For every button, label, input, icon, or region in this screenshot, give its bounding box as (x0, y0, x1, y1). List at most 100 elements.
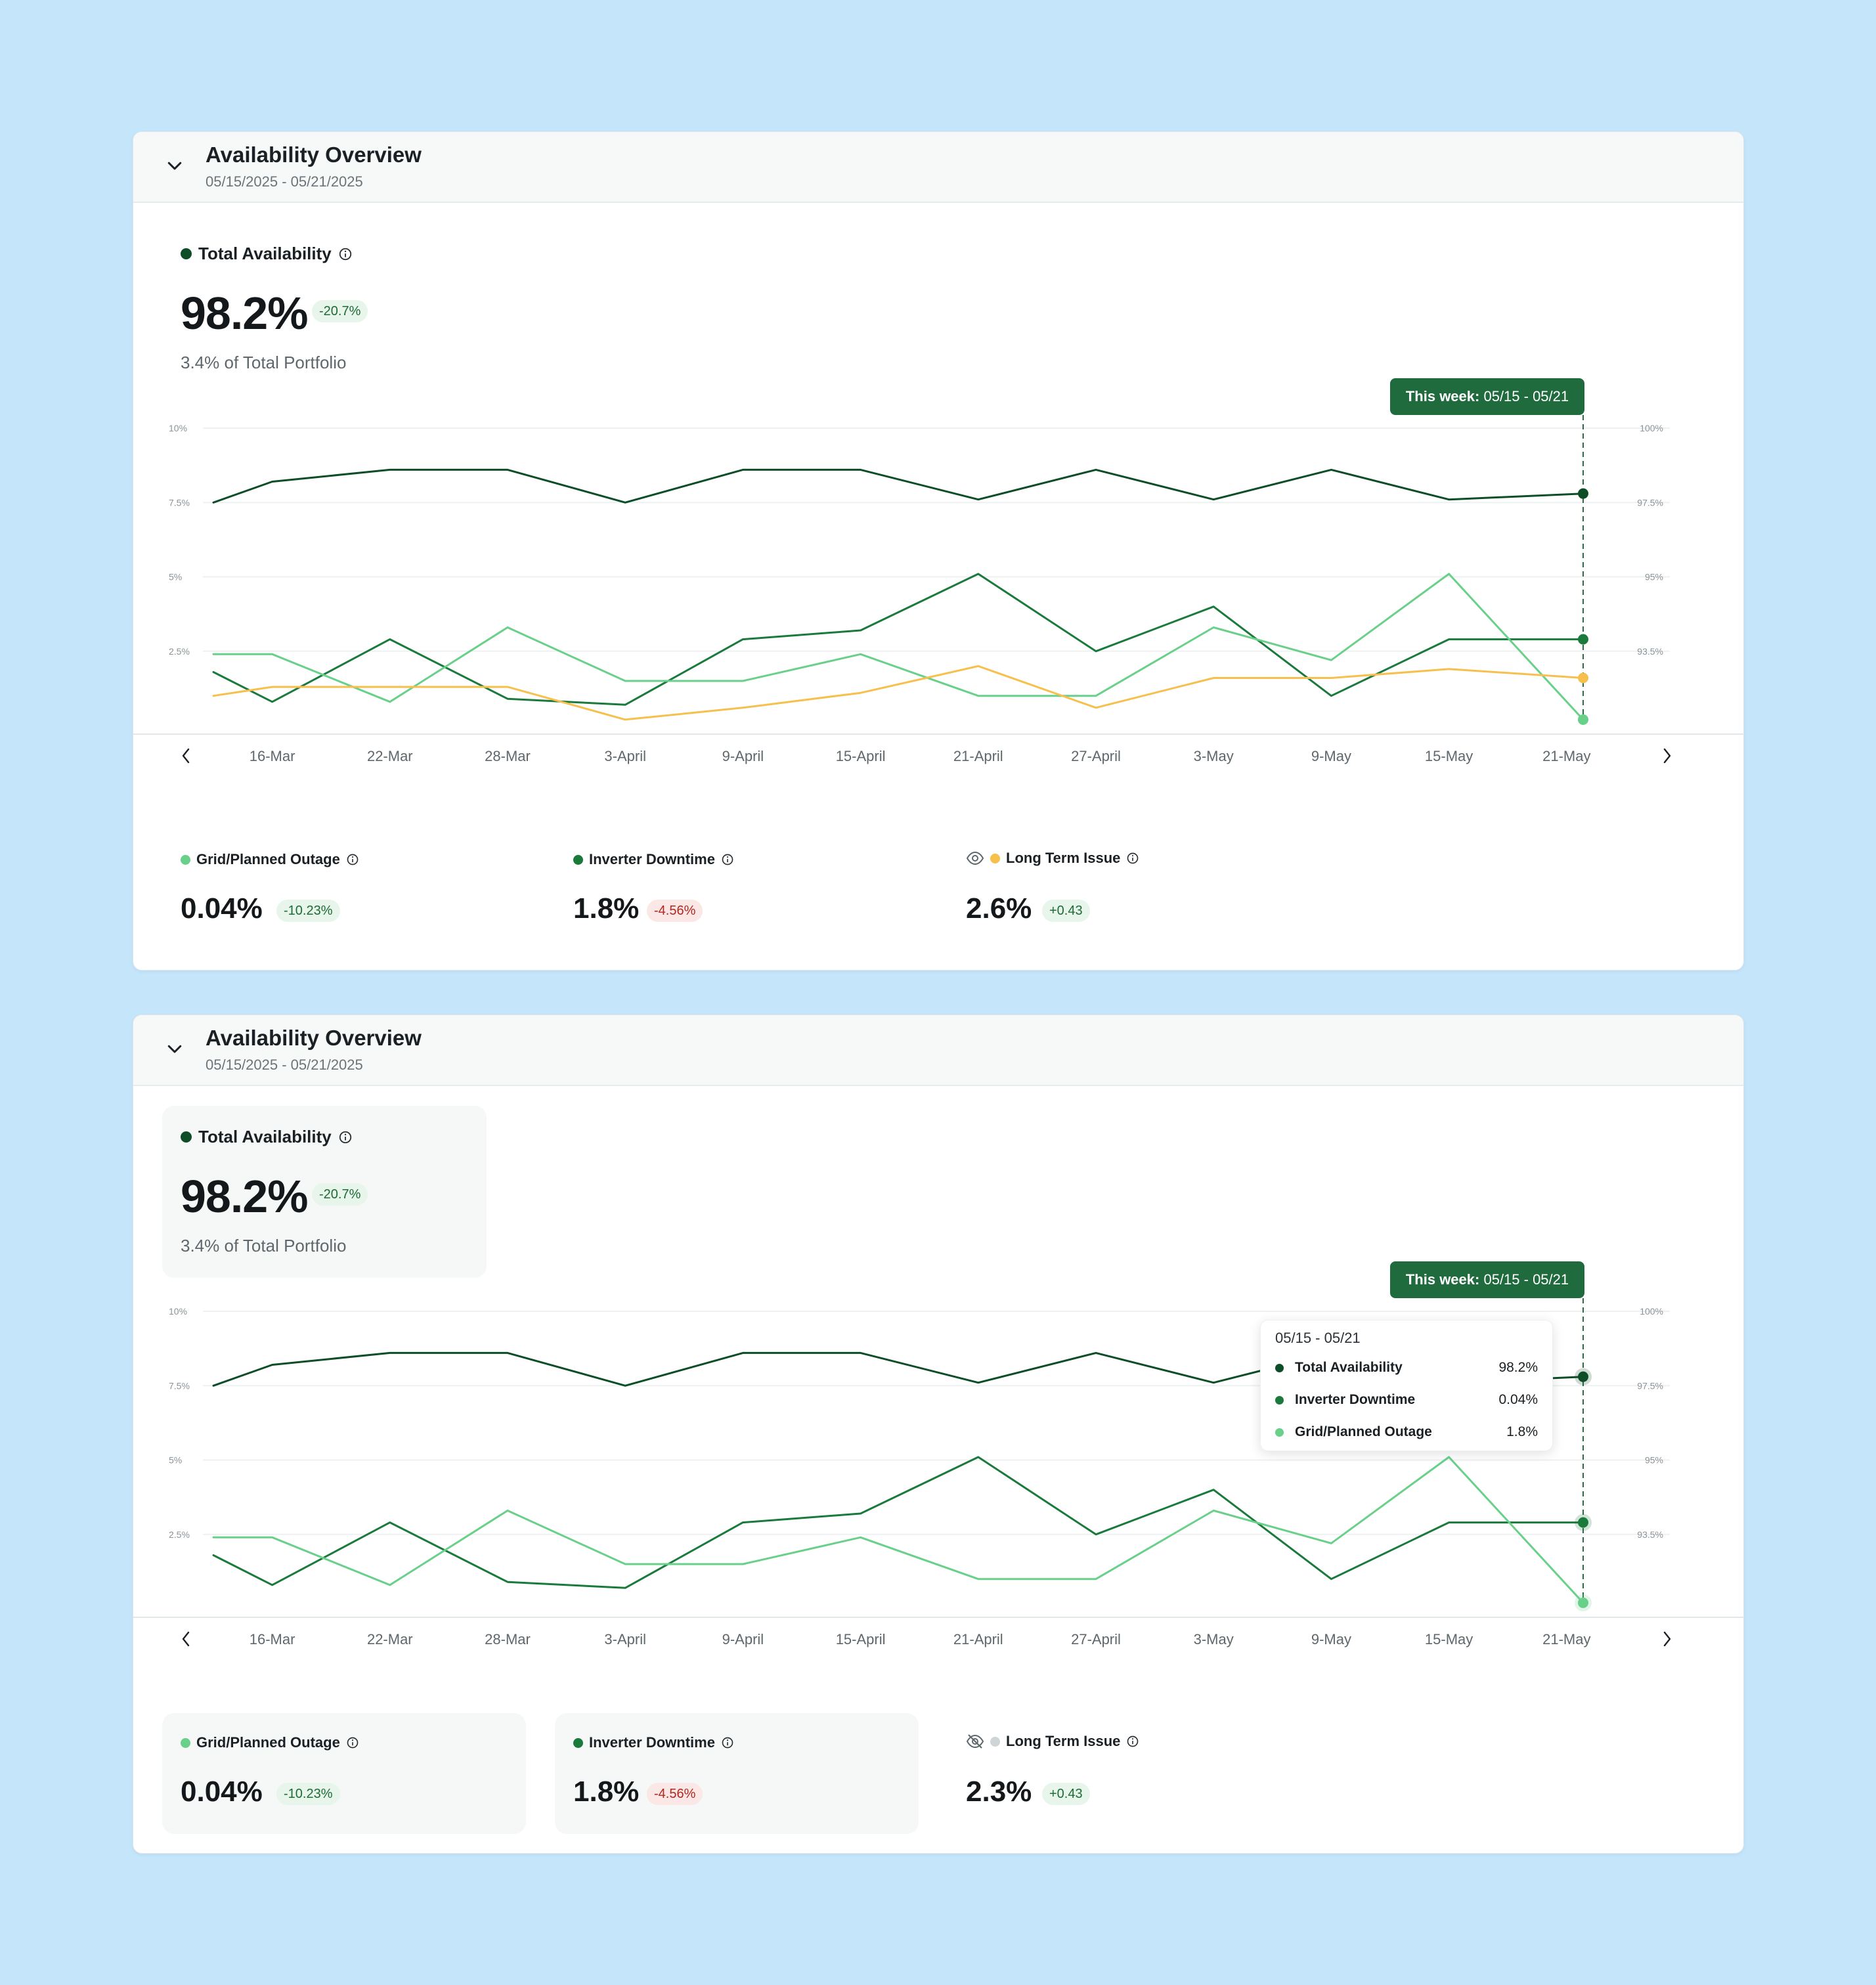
x-tick-label: 9-May (1311, 1631, 1351, 1647)
x-tick-label: 21-April (953, 1631, 1003, 1647)
total-availability-delta: -20.7% (312, 1183, 368, 1206)
y-tick-label-left: 5% (169, 1455, 182, 1466)
grid-outage-delta: -10.23% (276, 1783, 340, 1805)
tooltip-row-label: Grid/Planned Outage (1295, 1424, 1432, 1439)
series-point (1578, 1517, 1588, 1528)
this-week-tag: This week: 05/15 - 05/21 (1390, 378, 1584, 415)
info-icon[interactable] (346, 1736, 359, 1749)
x-tick-label: 3-May (1194, 748, 1234, 764)
y-tick-label-right: 97.5% (1637, 1380, 1663, 1391)
tooltip-row-value: 0.04% (1498, 1392, 1538, 1407)
card-date-range: 05/15/2025 - 05/21/2025 (206, 173, 363, 190)
legend-dot (181, 248, 192, 259)
x-tick-label: 9-April (722, 748, 764, 764)
card-header: Availability Overview 05/15/2025 - 05/21… (133, 132, 1743, 203)
info-icon[interactable] (1126, 852, 1139, 865)
x-tick-label: 3-April (604, 1631, 646, 1647)
legend-dot (181, 1131, 192, 1143)
x-tick-label: 9-May (1311, 748, 1351, 764)
long-term-issue-label: Long Term Issue (966, 850, 1139, 867)
total-availability-value: 98.2% (181, 288, 308, 339)
chevron-right-icon[interactable] (1663, 748, 1671, 764)
week-tag-prefix: This week: (1405, 388, 1480, 404)
info-icon[interactable] (338, 1130, 353, 1145)
x-tick-label: 15-April (836, 1631, 886, 1647)
series-point (1578, 634, 1588, 645)
card-title: Availability Overview (206, 142, 422, 167)
info-icon[interactable] (338, 247, 353, 261)
tooltip-row-label: Inverter Downtime (1295, 1392, 1416, 1407)
legend-dot (990, 1736, 1000, 1747)
chevron-left-icon[interactable] (182, 748, 190, 764)
x-tick-label: 15-April (836, 748, 886, 764)
y-tick-label-left: 2.5% (169, 646, 190, 657)
chevron-down-icon[interactable] (165, 156, 185, 175)
y-tick-label-left: 2.5% (169, 1529, 190, 1540)
grid-outage-label: Grid/Planned Outage (181, 1734, 359, 1751)
grid-outage-tile[interactable] (162, 1713, 526, 1834)
tooltip-row-total: Total Availability 98.2% (1275, 1359, 1538, 1378)
x-tick-label: 22-Mar (367, 748, 413, 764)
series-line (212, 1456, 1584, 1589)
total-availability-delta: -20.7% (312, 300, 368, 322)
long-term-issue-value: 2.3% (966, 1776, 1032, 1808)
inverter-downtime-tile[interactable] (555, 1713, 919, 1834)
x-tick-label: 28-Mar (485, 1631, 531, 1647)
series-line (212, 573, 1584, 721)
series-point (1578, 1597, 1588, 1608)
series-point (1578, 672, 1588, 684)
availability-line-chart: 10% 100% 7.5% 97.5% 5% 95% 2.5% 93.5% 16-Mar 22-M… (133, 1298, 1743, 1647)
grid-outage-value: 0.04% (181, 892, 263, 925)
long-term-issue-value: 2.6% (966, 892, 1032, 925)
tooltip-row-grid: Grid/Planned Outage 1.8% (1275, 1423, 1538, 1443)
x-tick-label: 3-April (604, 748, 646, 764)
eye-icon[interactable] (966, 850, 984, 866)
x-tick-label: 3-May (1194, 1631, 1234, 1647)
x-tick-label: 21-May (1542, 748, 1590, 764)
eye-off-icon[interactable] (966, 1734, 984, 1749)
x-tick-label: 15-May (1425, 748, 1473, 764)
inverter-downtime-value: 1.8% (573, 892, 640, 925)
tooltip-row-value: 1.8% (1506, 1424, 1538, 1439)
series-line (212, 1456, 1584, 1604)
info-icon[interactable] (1126, 1735, 1139, 1748)
card-header: Availability Overview 05/15/2025 - 05/21… (133, 1015, 1743, 1086)
metric-label-text: Long Term Issue (1006, 1733, 1121, 1749)
chevron-right-icon[interactable] (1663, 1631, 1671, 1647)
legend-dot (1275, 1428, 1284, 1437)
series-point (1578, 714, 1588, 725)
metric-label-text: Long Term Issue (1006, 850, 1121, 866)
y-tick-label-left: 10% (169, 1306, 187, 1317)
x-tick-label: 22-Mar (367, 1631, 413, 1647)
info-icon[interactable] (346, 853, 359, 866)
grid-outage-value: 0.04% (181, 1776, 263, 1808)
series-point (1578, 488, 1588, 499)
x-tick-label: 28-Mar (485, 748, 531, 764)
series-point (1578, 1371, 1588, 1382)
card-date-range: 05/15/2025 - 05/21/2025 (206, 1057, 363, 1073)
metric-label-text: Inverter Downtime (589, 1734, 715, 1751)
metric-label-text: Total Availability (198, 1127, 332, 1146)
week-tag-range: 05/15 - 05/21 (1483, 1271, 1569, 1288)
info-icon[interactable] (721, 1736, 734, 1749)
chevron-down-icon[interactable] (165, 1039, 185, 1058)
metric-label-text: Grid/Planned Outage (196, 851, 340, 867)
availability-line-chart: 10% 100% 7.5% 97.5% 5% 95% 2.5% 93.5% 16-Mar 22-M… (133, 415, 1743, 764)
y-tick-label-right: 95% (1645, 1455, 1663, 1466)
x-tick-label: 16-Mar (250, 1631, 295, 1647)
tooltip-row-inverter: Inverter Downtime 0.04% (1275, 1391, 1538, 1410)
metric-label-text: Total Availability (198, 244, 332, 263)
week-tag-range: 05/15 - 05/21 (1483, 388, 1569, 404)
chevron-left-icon[interactable] (182, 1631, 190, 1647)
total-availability-value: 98.2% (181, 1171, 308, 1222)
y-tick-label-right: 93.5% (1637, 646, 1663, 657)
total-availability-label: Total Availability (181, 1127, 353, 1147)
info-icon[interactable] (721, 853, 734, 866)
long-term-issue-delta: +0.43 (1042, 900, 1090, 922)
long-term-issue-label: Long Term Issue (966, 1733, 1139, 1750)
inverter-downtime-delta: -4.56% (647, 1783, 703, 1805)
x-tick-label: 27-April (1071, 1631, 1121, 1647)
metric-label-text: Inverter Downtime (589, 851, 715, 867)
tooltip-row-value: 98.2% (1498, 1360, 1538, 1375)
y-tick-label-right: 100% (1640, 1306, 1663, 1317)
